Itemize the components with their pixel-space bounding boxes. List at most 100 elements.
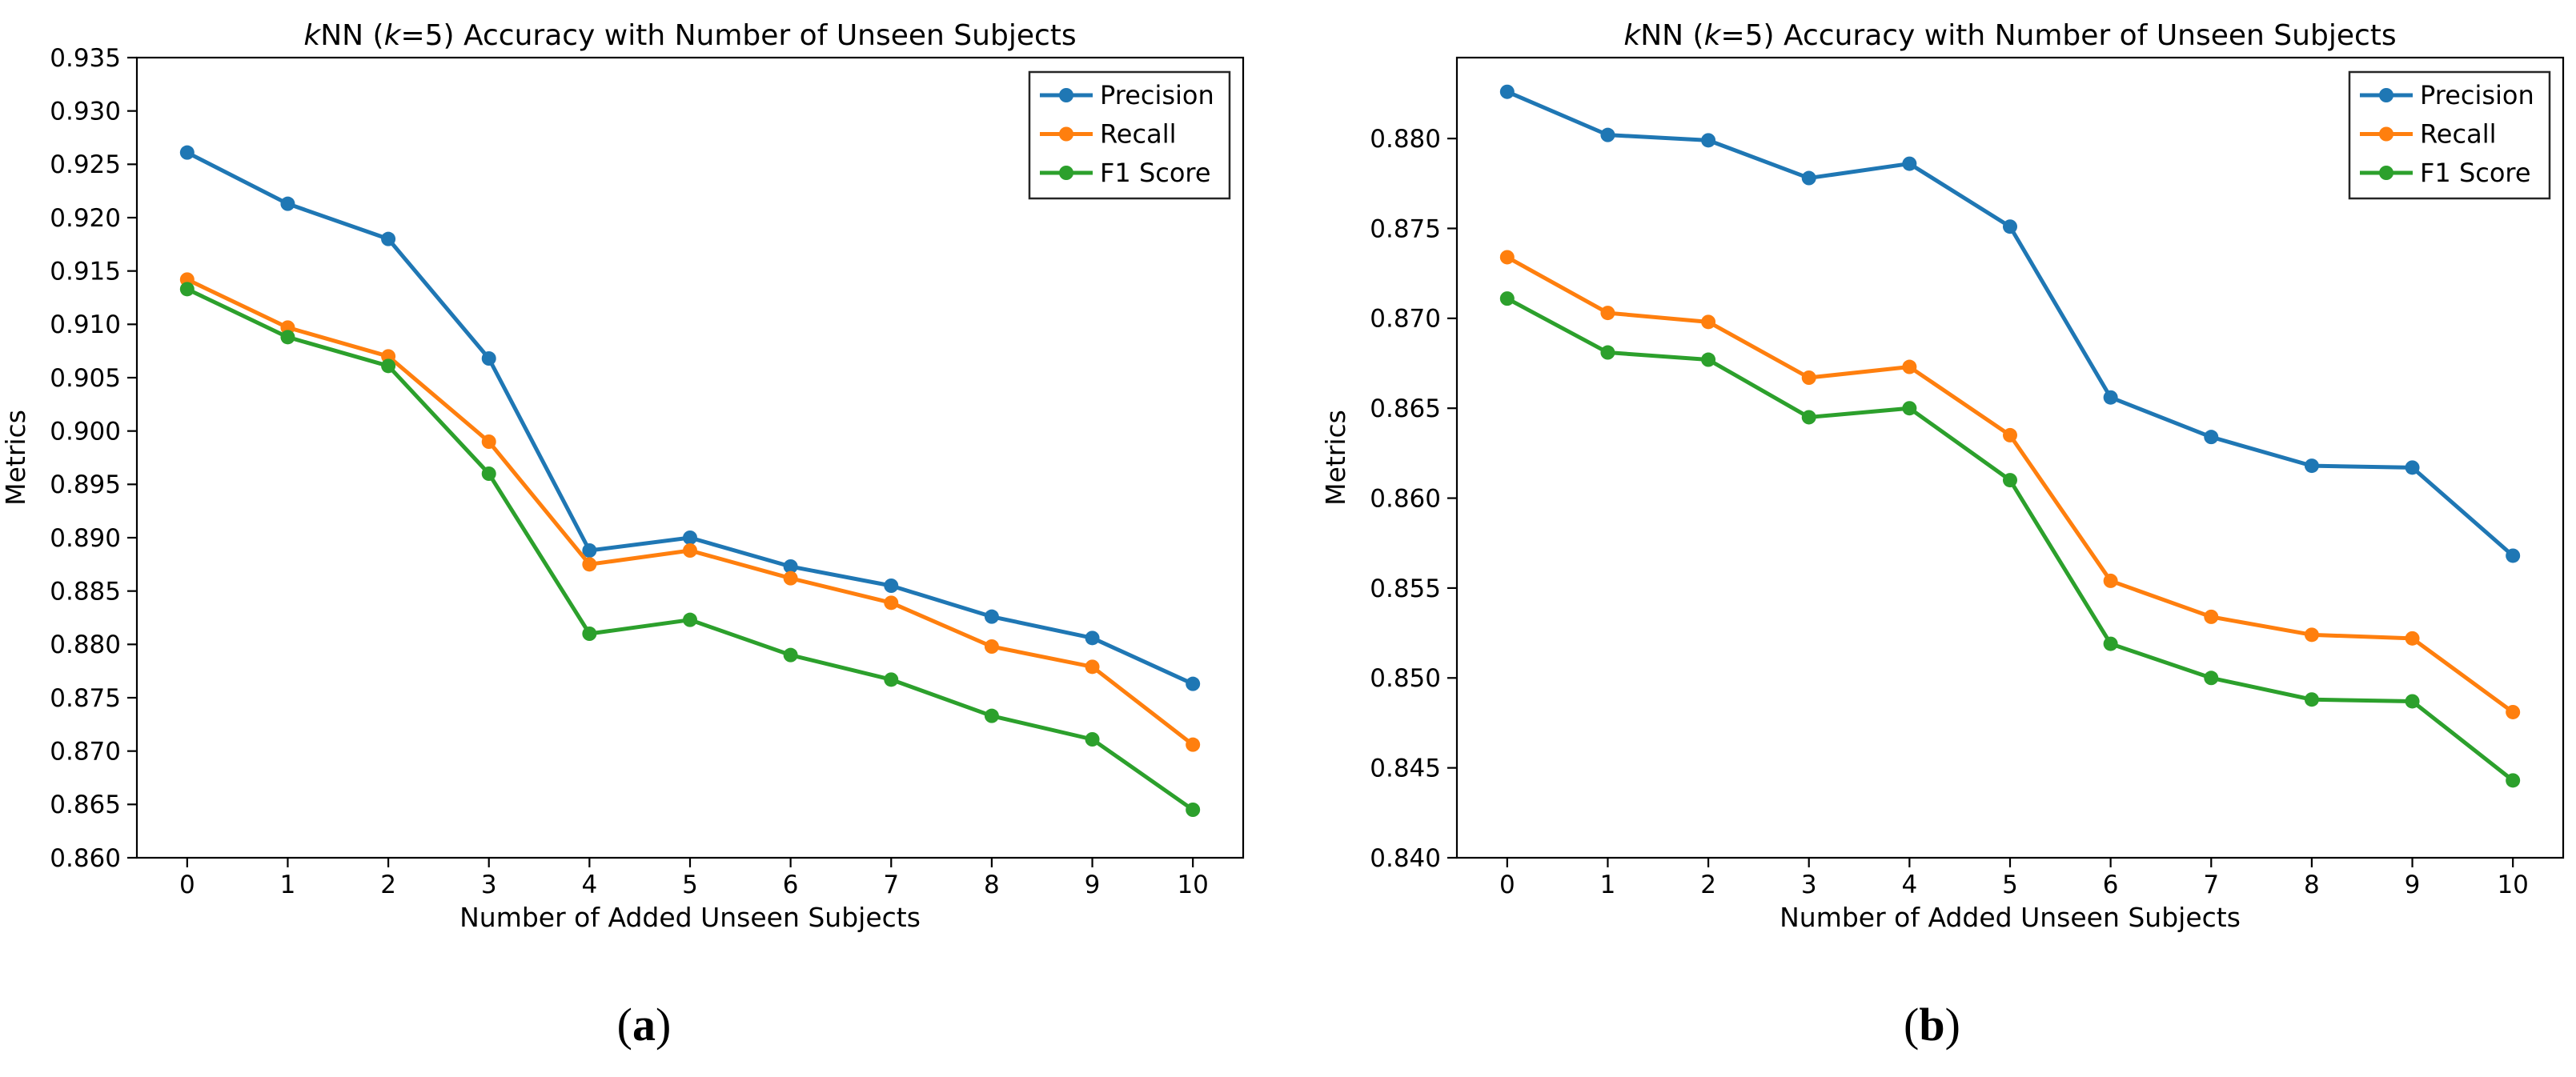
x-tick-label: 8: [984, 871, 1000, 899]
x-tick-label: 3: [481, 871, 497, 899]
data-point-f1-score: [280, 330, 295, 345]
data-point-precision: [582, 543, 597, 558]
data-point-f1-score: [1801, 410, 1816, 425]
data-point-recall: [582, 557, 597, 572]
x-tick-label: 9: [1085, 871, 1101, 899]
data-point-f1-score: [2003, 473, 2017, 488]
x-axis-label: Number of Added Unseen Subjects: [1780, 902, 2241, 933]
data-point-precision: [1902, 156, 1917, 171]
x-tick-label: 9: [2405, 871, 2421, 899]
y-tick-label: 0.900: [50, 418, 121, 446]
series-line-f1-score: [1505, 296, 2515, 783]
data-point-recall: [481, 434, 496, 449]
x-tick-label: 1: [280, 871, 296, 899]
data-point-f1-score: [481, 466, 496, 481]
y-tick-label: 0.855: [1370, 575, 1441, 603]
y-tick-label: 0.880: [1370, 125, 1441, 154]
y-tick-label: 0.910: [50, 310, 121, 339]
legend-item-precision: Precision: [2360, 80, 2534, 110]
caption-b-letter: b: [1919, 999, 1945, 1051]
y-tick-label: 0.930: [50, 98, 121, 126]
data-point-f1-score: [1186, 803, 1201, 817]
legend-marker: [2379, 166, 2393, 180]
data-point-f1-score: [2304, 692, 2319, 707]
data-point-precision: [683, 530, 697, 545]
caption-a-letter: a: [632, 999, 656, 1051]
x-tick-label: 0: [179, 871, 195, 899]
data-point-f1-score: [2103, 636, 2118, 651]
data-point-precision: [1499, 84, 1515, 99]
series-line-recall: [185, 277, 1195, 747]
y-tick-label: 0.905: [50, 364, 121, 393]
data-point-precision: [179, 145, 195, 160]
y-tick-label: 0.895: [50, 470, 121, 499]
data-point-recall: [2003, 427, 2017, 442]
data-point-precision: [2405, 460, 2420, 475]
legend: Precision Recall F1 Score: [1028, 70, 1231, 200]
x-tick-label: 8: [2304, 871, 2320, 899]
caption-a: (a): [0, 1002, 1288, 1048]
data-point-precision: [1801, 170, 1816, 186]
legend-label: Recall: [2420, 119, 2496, 150]
caption-a-open: (: [616, 999, 632, 1051]
y-tick-label: 0.865: [1370, 394, 1441, 423]
chart-a: 0.860 0.865 0.870 0.875 0.880 0.885 0.890 0.895…: [0, 19, 1245, 933]
data-point-f1-score: [1085, 732, 1100, 747]
data-point-recall: [2405, 631, 2420, 646]
data-point-precision: [1186, 676, 1201, 691]
data-point-precision: [481, 351, 496, 366]
data-point-recall: [884, 595, 899, 611]
y-tick-label: 0.865: [50, 791, 121, 819]
y-tick-label: 0.860: [50, 844, 121, 873]
legend-item-precision: Precision: [1040, 80, 1214, 110]
legend-label: F1 Score: [1100, 158, 1211, 188]
data-point-f1-score: [783, 647, 798, 663]
legend-marker: [1059, 88, 1073, 102]
caption-a-close: ): [656, 999, 672, 1051]
data-point-recall: [1902, 359, 1917, 374]
y-tick-label: 0.915: [50, 258, 121, 286]
legend-item-recall: Recall: [2360, 119, 2496, 150]
data-point-recall: [683, 543, 697, 558]
data-point-recall: [1801, 370, 1816, 385]
data-point-f1-score: [2204, 671, 2219, 686]
data-point-recall: [2506, 704, 2521, 719]
x-tick-label: 4: [1901, 871, 1917, 899]
x-tick-label: 2: [1700, 871, 1716, 899]
data-point-precision: [984, 609, 999, 624]
data-point-precision: [2304, 458, 2319, 474]
x-tick-label: 2: [380, 871, 396, 899]
data-point-precision: [783, 559, 798, 574]
legend-label: Precision: [1100, 80, 1214, 110]
data-point-recall: [2204, 609, 2219, 624]
legend-marker: [1059, 166, 1073, 180]
x-tick-label: 5: [682, 871, 698, 899]
data-point-f1-score: [683, 612, 697, 627]
data-point-recall: [1701, 314, 1716, 330]
data-point-f1-score: [1902, 401, 1917, 416]
chart-title: kNN (k=5) Accuracy with Number of Unseen…: [1623, 19, 2396, 52]
x-tick-label: 3: [1801, 871, 1817, 899]
legend-item-f1-score: F1 Score: [1040, 158, 1211, 188]
y-tick-label: 0.885: [50, 578, 121, 607]
x-tick-label: 0: [1499, 871, 1515, 899]
data-point-f1-score: [582, 627, 597, 641]
y-tick-label: 0.925: [50, 150, 121, 179]
data-point-precision: [381, 231, 396, 246]
data-point-recall: [1186, 737, 1201, 752]
y-tick-label: 0.890: [50, 524, 121, 553]
data-point-precision: [2103, 390, 2118, 405]
data-point-f1-score: [984, 708, 999, 723]
caption-b: (b): [1288, 1002, 2576, 1048]
x-axis-label: Number of Added Unseen Subjects: [459, 902, 921, 933]
y-axis-label: Metrics: [1320, 410, 1351, 506]
data-point-precision: [1600, 127, 1615, 142]
y-tick-label: 0.875: [50, 684, 121, 713]
legend-marker: [2379, 88, 2393, 102]
y-tick-label: 0.850: [1370, 664, 1441, 693]
data-point-recall: [2103, 573, 2118, 588]
caption-b-close: ): [1944, 999, 1960, 1051]
caption-b-open: (: [1904, 999, 1920, 1051]
y-tick-label: 0.860: [1370, 484, 1441, 513]
